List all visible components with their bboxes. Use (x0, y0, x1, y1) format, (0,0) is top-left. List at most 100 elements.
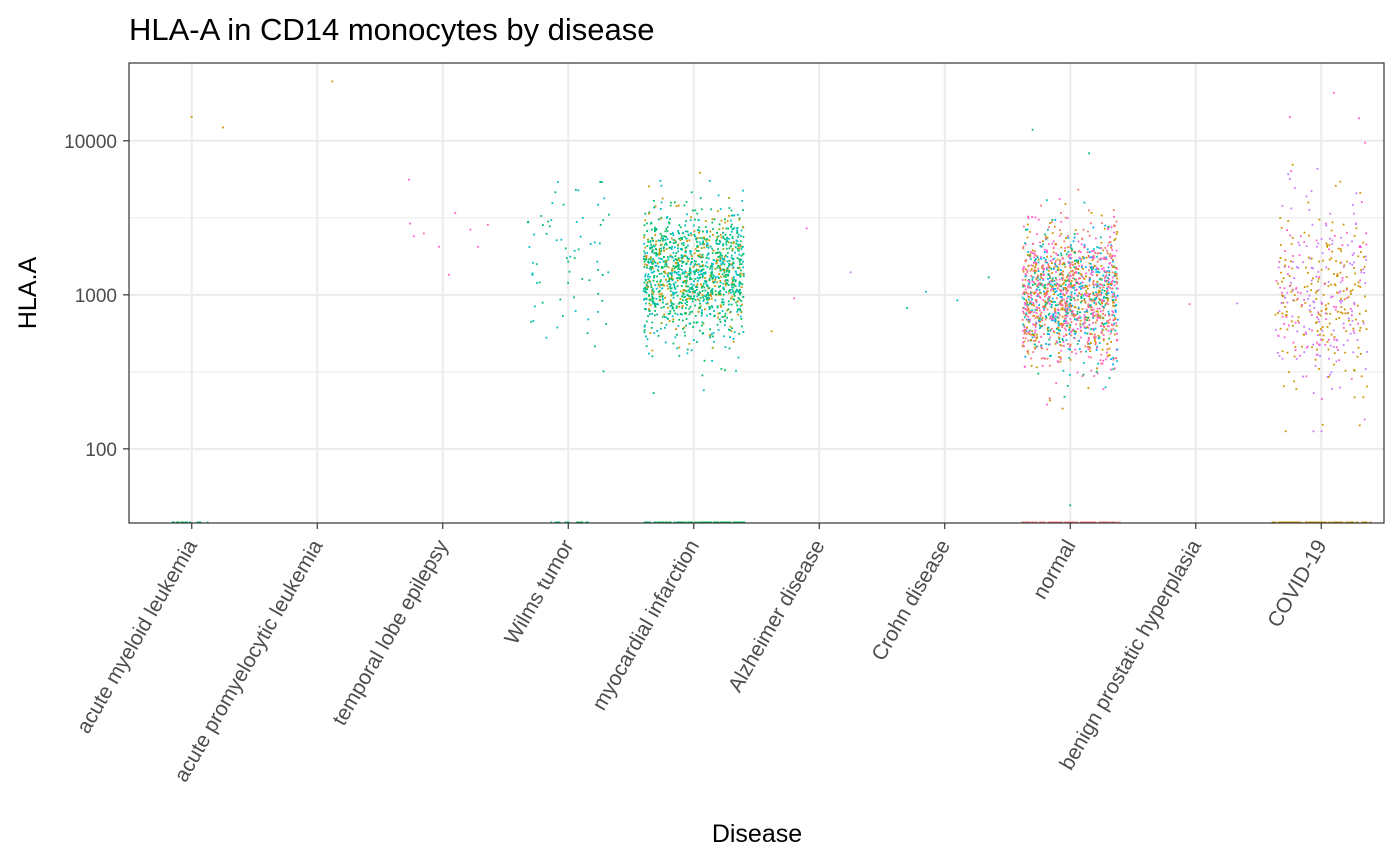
data-point (1110, 257, 1112, 259)
data-point (1101, 299, 1104, 301)
data-point (693, 264, 696, 267)
data-point (672, 291, 674, 294)
data-point (1305, 195, 1308, 198)
data-point (1340, 306, 1343, 308)
data-point (1025, 228, 1027, 231)
data-point (1034, 326, 1037, 328)
data-point (1064, 310, 1067, 312)
data-point (1034, 261, 1037, 264)
data-point (1061, 315, 1064, 318)
data-point (654, 521, 657, 523)
data-point (701, 321, 704, 324)
data-point (1068, 333, 1071, 335)
data-point (1095, 336, 1097, 339)
data-point (1080, 258, 1082, 261)
data-point (726, 267, 729, 269)
data-point (675, 277, 678, 280)
data-point (661, 197, 664, 200)
data-point (1062, 294, 1065, 296)
data-point (1033, 304, 1035, 307)
data-point (1307, 521, 1310, 523)
data-point (1102, 267, 1105, 269)
data-point (1115, 249, 1118, 252)
data-point (1116, 521, 1119, 523)
data-point (656, 262, 659, 265)
data-point (770, 330, 773, 333)
data-point (645, 521, 648, 523)
data-point (1356, 339, 1359, 341)
data-point (1334, 284, 1337, 287)
data-point (712, 521, 715, 523)
data-point (680, 236, 682, 239)
data-point (675, 240, 677, 243)
data-point (1113, 266, 1116, 269)
data-point (1085, 294, 1087, 297)
data-point (1281, 291, 1283, 294)
data-point (545, 232, 548, 235)
data-point (1102, 388, 1105, 390)
data-point (697, 292, 699, 295)
data-point (705, 280, 708, 283)
data-point (657, 303, 659, 306)
data-point (656, 303, 658, 306)
data-point (1058, 303, 1061, 305)
data-point (1059, 284, 1062, 286)
data-point (1089, 298, 1091, 300)
data-point (719, 280, 722, 282)
data-point (1032, 521, 1035, 523)
data-point (1080, 350, 1082, 353)
data-point (674, 292, 676, 295)
data-point (1046, 308, 1049, 311)
data-point (690, 287, 693, 289)
data-point (735, 301, 738, 304)
data-point (1093, 314, 1096, 317)
data-point (567, 281, 569, 284)
data-point (695, 268, 698, 271)
data-point (1339, 281, 1342, 284)
data-point (1320, 268, 1323, 271)
data-point (739, 263, 741, 266)
data-point (1050, 300, 1053, 303)
data-point (1107, 521, 1110, 523)
data-point (1299, 354, 1301, 357)
data-point (695, 284, 698, 287)
data-point (1050, 280, 1053, 282)
data-point (1325, 521, 1327, 523)
data-point (1070, 282, 1072, 285)
data-point (1067, 236, 1070, 239)
data-point (671, 256, 674, 259)
data-point (1063, 345, 1065, 347)
data-point (669, 312, 672, 315)
data-point (668, 280, 670, 282)
data-point (1106, 297, 1109, 299)
data-point (1026, 271, 1029, 274)
data-point (1078, 315, 1081, 318)
data-point (1092, 226, 1095, 229)
data-point (685, 324, 687, 327)
data-point (1084, 245, 1086, 248)
data-point (699, 329, 701, 332)
data-point (1035, 337, 1038, 340)
data-point (739, 315, 742, 318)
data-point (1326, 326, 1329, 328)
data-point (723, 301, 725, 304)
data-point (733, 331, 736, 334)
data-point (1056, 287, 1059, 289)
data-point (698, 255, 701, 258)
data-point (1044, 237, 1047, 240)
data-point (716, 259, 719, 262)
data-point (1027, 279, 1029, 282)
data-point (1039, 296, 1041, 298)
data-point (1357, 322, 1359, 325)
data-point (1097, 334, 1100, 337)
data-point (674, 281, 677, 284)
data-point (1038, 319, 1041, 322)
data-point (1034, 266, 1037, 269)
data-point (1081, 293, 1083, 296)
data-point (1025, 259, 1028, 261)
data-point (702, 268, 705, 271)
data-point (728, 207, 731, 209)
data-point (649, 332, 652, 334)
data-point (1321, 329, 1324, 332)
data-point (699, 243, 702, 246)
